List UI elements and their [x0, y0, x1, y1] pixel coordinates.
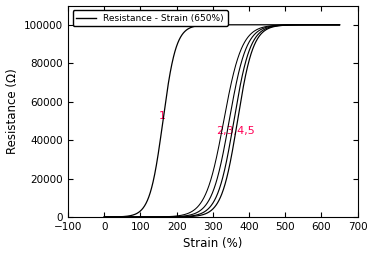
- Legend: Resistance - Strain (650%): Resistance - Strain (650%): [73, 10, 228, 26]
- X-axis label: Strain (%): Strain (%): [183, 238, 242, 250]
- Y-axis label: Resistance (Ω): Resistance (Ω): [6, 68, 19, 154]
- Text: 2,3,4,5: 2,3,4,5: [216, 126, 255, 136]
- Text: 1: 1: [159, 111, 166, 121]
